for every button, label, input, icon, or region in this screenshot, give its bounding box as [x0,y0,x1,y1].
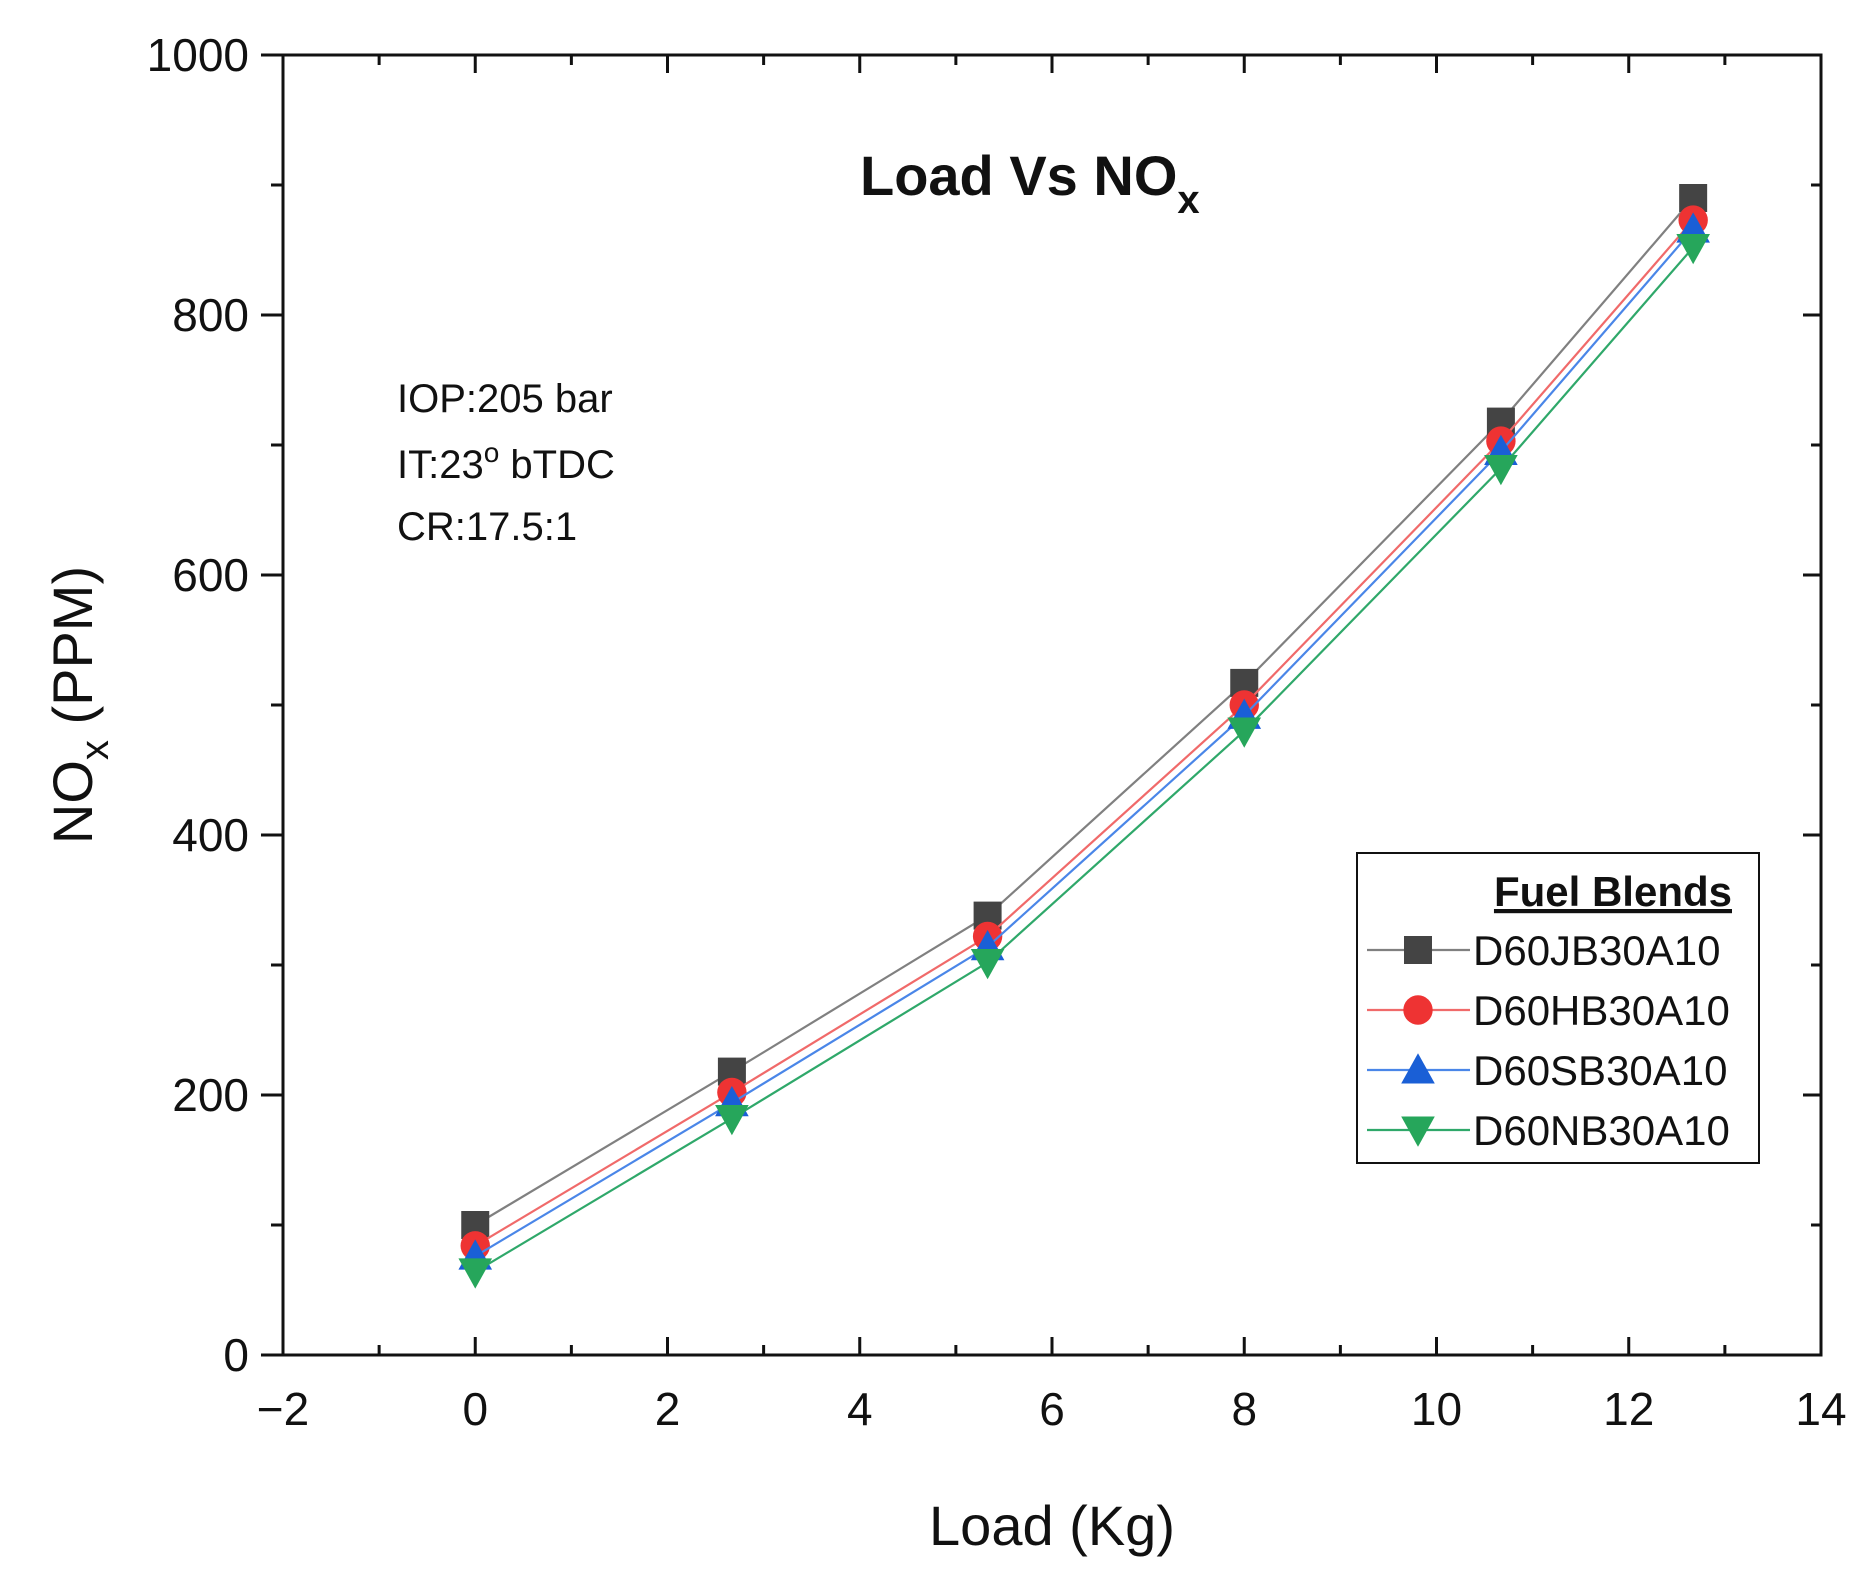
y-tick-label: 200 [172,1069,249,1121]
legend-marker [1404,936,1432,964]
data-point [458,1258,493,1289]
x-tick-label: 0 [462,1383,488,1435]
data-point [1676,233,1710,265]
x-tick-label: 14 [1795,1383,1846,1435]
x-tick-label: 8 [1231,1383,1257,1435]
y-axis-label-subscript: x [73,740,117,760]
chart-title-subscript: x [1177,178,1199,222]
legend-marker [1401,1116,1435,1147]
series-D60NB30A10 [458,233,1710,1289]
data-point [970,948,1005,980]
series-line [474,228,1694,1258]
series-layer [458,184,1710,1289]
series-D60JB30A10 [461,184,1708,1239]
x-tick-label: 4 [847,1383,873,1435]
y-axis-label-suffix: (PPM) [41,566,104,740]
chart-title-main: Load Vs NO [860,144,1177,207]
annotation-it-prefix: IT:23 [397,443,484,487]
y-axis-label-main: NO [41,760,104,844]
annotation-it-superscript: o [484,437,500,468]
data-point [715,1104,749,1136]
y-tick-label: 800 [172,289,249,341]
legend-item: D60JB30A10 [1367,927,1721,974]
legend-items: D60JB30A10 D60HB30A10 D60SB30A10 D60NB30A10 [1367,927,1730,1154]
x-tick-label: 10 [1411,1383,1462,1435]
series-line [474,246,1694,1273]
legend-item: D60SB30A10 [1367,1047,1728,1094]
data-point [1227,717,1262,748]
x-tick-label: 6 [1039,1383,1065,1435]
x-tick-label: 12 [1603,1383,1654,1435]
legend: Fuel Blends D60JB30A10 D60HB30A10 D60SB30A… [1356,852,1760,1164]
annotation-cr: CR:17.5:1 [397,505,577,549]
x-tick-label: −2 [257,1383,309,1435]
legend-label: D60SB30A10 [1473,1047,1728,1094]
legend-marker [1403,995,1433,1025]
y-tick-label: 1000 [147,29,249,81]
chart-title: Load Vs NOx [860,144,1200,222]
x-axis-label: Load (Kg) [929,1494,1175,1557]
y-axis-label: NOx (PPM) [41,566,117,844]
x-tick-label: 2 [655,1383,681,1435]
legend-label: D60JB30A10 [1473,927,1721,974]
x-axis-ticks: −2 0 2 4 6 8 10 12 14 [257,55,1847,1435]
annotation-it: IT:23o bTDC [397,437,615,487]
legend-label: D60NB30A10 [1473,1107,1730,1154]
y-axis-ticks: 0 200 400 600 800 1000 [147,29,1821,1381]
series-line [474,197,1694,1226]
y-tick-label: 400 [172,809,249,861]
series-line [474,219,1694,1247]
legend-item: D60HB30A10 [1367,987,1730,1034]
annotation-it-suffix: bTDC [499,443,615,487]
legend-label: D60HB30A10 [1473,987,1730,1034]
y-tick-label: 600 [172,549,249,601]
annotation-iop: IOP:205 bar [397,377,613,421]
y-tick-label: 0 [223,1329,249,1381]
legend-marker [1401,1053,1435,1084]
data-point [1484,454,1518,486]
legend-item: D60NB30A10 [1367,1107,1730,1154]
legend-title: Fuel Blends [1494,868,1732,915]
